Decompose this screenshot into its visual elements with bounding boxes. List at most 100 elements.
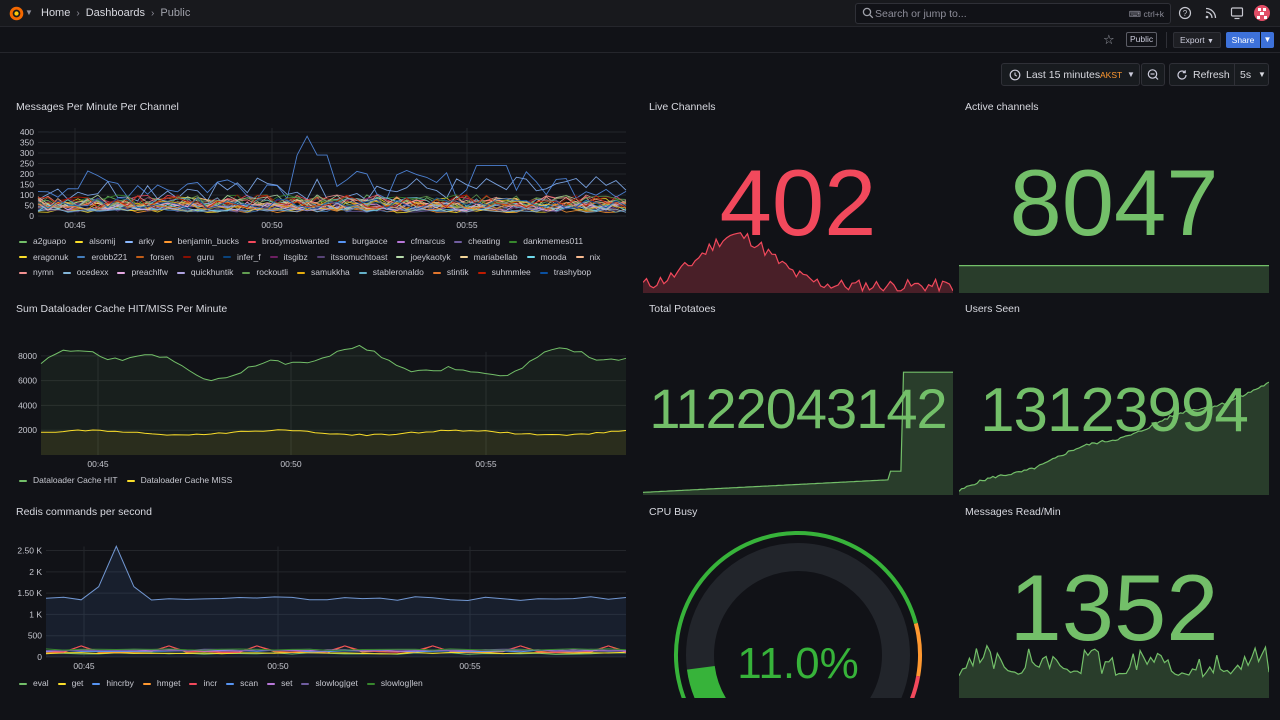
legend-item[interactable]: set — [267, 676, 292, 692]
legend-item[interactable]: mooda — [526, 250, 567, 266]
legend-item[interactable]: incr — [189, 676, 217, 692]
legend-swatch — [176, 271, 185, 274]
legend-item[interactable]: infer_f — [223, 250, 261, 266]
share-button[interactable]: Share — [1226, 32, 1260, 48]
legend-item[interactable]: joeykaotyk — [396, 250, 451, 266]
legend-item[interactable]: samukkha — [297, 265, 350, 281]
legend-item[interactable]: mariabellab — [459, 250, 518, 266]
chart-legend: a2guapo alsomij arky benjamin_bucks brodymos… — [19, 234, 624, 288]
legend-item[interactable]: preachlfw — [117, 265, 168, 281]
legend-item[interactable]: nix — [575, 250, 600, 266]
legend-item[interactable]: quickhuntik — [176, 265, 233, 281]
panel-title[interactable]: Redis commands per second — [16, 506, 152, 518]
y-tick-label: 0 — [37, 652, 42, 662]
legend-label: itsgibz — [283, 251, 308, 262]
rss-icon[interactable] — [1204, 6, 1218, 20]
legend-swatch — [432, 271, 441, 274]
panel-title[interactable]: Users Seen — [965, 303, 1020, 315]
sparkline-area — [959, 265, 1269, 293]
legend-swatch — [189, 682, 198, 685]
legend-item[interactable]: erobb221 — [77, 250, 127, 266]
legend-item[interactable]: nymn — [19, 265, 54, 281]
legend-item[interactable]: forsen — [136, 250, 174, 266]
legend-swatch — [19, 271, 27, 274]
legend-swatch — [142, 682, 151, 685]
legend-item[interactable]: alsomij — [75, 234, 116, 250]
legend-item[interactable]: eval — [19, 676, 49, 692]
legend-swatch — [454, 240, 463, 243]
panel-title[interactable]: Live Channels — [649, 101, 716, 113]
legend-item[interactable]: itssomuchtoast — [316, 250, 388, 266]
grafana-logo-icon[interactable] — [8, 5, 25, 22]
panel-title[interactable]: Messages Read/Min — [965, 506, 1061, 518]
legend-item[interactable]: rockoutli — [242, 265, 288, 281]
panel-title[interactable]: Active channels — [965, 101, 1039, 113]
legend-label: itssomuchtoast — [330, 251, 388, 262]
legend-item[interactable]: ocedexx — [62, 265, 108, 281]
legend-label: nymn — [33, 267, 54, 277]
legend-item[interactable]: trashybop — [539, 265, 591, 281]
export-button[interactable]: Export ▼ — [1173, 32, 1221, 48]
legend-label: guru — [197, 251, 215, 262]
legend-item[interactable]: Dataloader Cache MISS — [126, 473, 232, 489]
series-area — [41, 429, 626, 455]
legend-item[interactable]: Dataloader Cache HIT — [19, 473, 118, 489]
refresh-icon[interactable] — [1176, 69, 1188, 81]
redis-commands-chart[interactable]: 2.50 K 2 K 1.50 K 1 K 500 0 00:45 00:50 00:55 — [16, 538, 628, 676]
legend-item[interactable]: itsgibz — [269, 250, 308, 266]
legend-item[interactable]: burgaoce — [338, 234, 388, 250]
panel-title[interactable]: Messages Per Minute Per Channel — [16, 101, 179, 113]
search-input[interactable]: Search or jump to... ⌨ ctrl+k — [855, 3, 1171, 24]
legend-item[interactable]: benjamin_bucks — [163, 234, 239, 250]
chevron-down-icon[interactable]: ▼ — [25, 8, 33, 17]
user-avatar[interactable] — [1254, 5, 1270, 21]
legend-item[interactable]: cheating — [454, 234, 500, 250]
share-dropdown-button[interactable]: ▼ — [1261, 32, 1274, 48]
legend-item[interactable]: slowlog|get — [301, 676, 358, 692]
legend-item[interactable]: slowlog|len — [366, 676, 423, 692]
legend-label: erobb221 — [91, 251, 128, 262]
refresh-picker[interactable]: Refresh 5s ▼ — [1169, 63, 1269, 86]
gauge-threshold-orange — [913, 622, 922, 677]
y-tick-label: 300 — [20, 148, 34, 158]
legend-swatch — [92, 682, 101, 685]
legend-item[interactable]: stableronaldo — [358, 265, 424, 281]
legend-item[interactable]: hmget — [142, 676, 180, 692]
star-icon[interactable]: ☆ — [1103, 32, 1115, 47]
legend-item[interactable]: suhmmlee — [477, 265, 531, 281]
y-tick-label: 1.50 K — [17, 588, 42, 598]
y-tick-label: 350 — [20, 138, 34, 148]
panel-title[interactable]: Total Potatoes — [649, 303, 716, 315]
panel-title[interactable]: Sum Dataloader Cache HIT/MISS Per Minute — [16, 303, 228, 315]
messages-read-sparkline — [959, 644, 1269, 698]
legend-item[interactable]: guru — [183, 250, 214, 266]
refresh-interval-select[interactable]: 5s — [1240, 69, 1252, 81]
monitor-icon[interactable] — [1230, 6, 1244, 20]
series-line — [37, 197, 627, 210]
legend-item[interactable]: arky — [124, 234, 155, 250]
cpu-gauge — [674, 531, 922, 698]
legend-item[interactable]: dankmemes011 — [509, 234, 583, 250]
legend-item[interactable]: scan — [226, 676, 258, 692]
series-line — [45, 545, 627, 602]
refresh-button[interactable]: Refresh — [1193, 69, 1230, 81]
help-icon[interactable]: ? — [1178, 6, 1192, 20]
search-placeholder: Search or jump to... — [875, 8, 967, 20]
sparkline-area — [959, 645, 1269, 698]
legend-item[interactable]: brodymostwanted — [248, 234, 329, 250]
legend-item[interactable]: stintik — [432, 265, 469, 281]
panel-title[interactable]: CPU Busy — [649, 506, 698, 518]
legend-item[interactable]: hincrby — [92, 676, 134, 692]
legend-item[interactable]: get — [57, 676, 83, 692]
breadcrumb-home[interactable]: Home — [41, 7, 71, 19]
zoom-out-button[interactable] — [1141, 63, 1165, 86]
dataloader-chart[interactable]: 8000 6000 4000 2000 00:45 00:50 00:55 — [16, 337, 628, 471]
time-range-picker[interactable]: Last 15 minutes AKST ▼ — [1001, 63, 1140, 86]
breadcrumb-dashboards[interactable]: Dashboards — [85, 7, 146, 19]
y-tick-label: 400 — [20, 127, 34, 137]
legend-item[interactable]: a2guapo — [19, 234, 66, 250]
panel-total-potatoes: Total Potatoes 1122043142 — [643, 303, 953, 495]
legend-item[interactable]: eragonuk — [19, 250, 68, 266]
legend-item[interactable]: cfmarcus — [396, 234, 445, 250]
